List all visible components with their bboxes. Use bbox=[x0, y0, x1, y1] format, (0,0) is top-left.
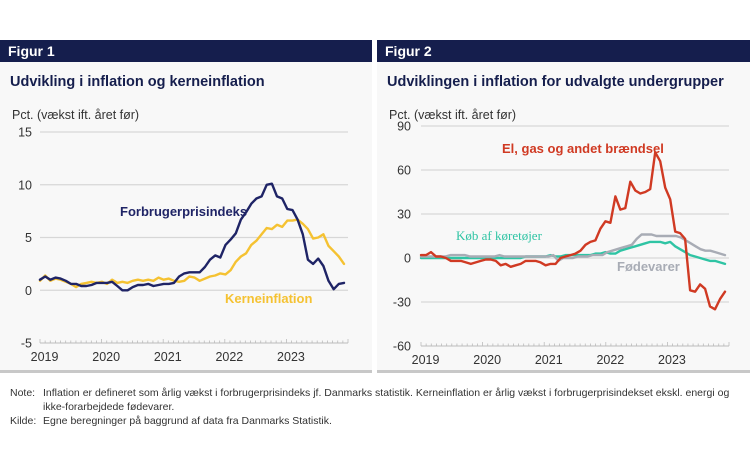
source-label: Kilde: bbox=[10, 415, 37, 427]
series-label-kerneinflation: Kerneinflation bbox=[225, 291, 312, 306]
x-tick-label: 2023 bbox=[658, 353, 686, 367]
series-label-fødevarer: Fødevarer bbox=[617, 259, 680, 274]
x-tick-label: 2021 bbox=[154, 350, 182, 364]
series-line-el-gas-og-andet-brændsel bbox=[419, 151, 727, 311]
x-tick-label: 2023 bbox=[277, 350, 305, 364]
note-row: Note: Inflation er defineret som årlig v… bbox=[10, 386, 750, 414]
y-tick-label: 10 bbox=[18, 178, 32, 192]
y-tick-label: 90 bbox=[397, 120, 411, 134]
x-tick-label: 2020 bbox=[92, 350, 120, 364]
notes-section: Note: Inflation er defineret som årlig v… bbox=[10, 386, 750, 428]
series-line-fødevarer bbox=[419, 233, 727, 263]
figure-2-unit-label: Pct. (vækst ift. året før) bbox=[389, 108, 517, 122]
y-tick-label: -30 bbox=[393, 296, 411, 310]
figure-1-unit-label: Pct. (vækst ift. året før) bbox=[12, 108, 140, 122]
y-tick-label: 30 bbox=[397, 208, 411, 222]
y-tick-label: 15 bbox=[18, 126, 32, 140]
x-tick-label: 2022 bbox=[596, 353, 624, 367]
series-line-forbrugerprisindeks bbox=[38, 182, 346, 292]
series-label-køb-af-køretøjer: Køb af køretøjer bbox=[456, 228, 543, 243]
y-tick-label: 0 bbox=[404, 252, 411, 266]
source-text: Egne beregninger på baggrund af data fra… bbox=[43, 415, 332, 427]
y-tick-label: 0 bbox=[25, 284, 32, 298]
x-tick-label: 2019 bbox=[31, 350, 59, 364]
y-tick-label: 5 bbox=[25, 231, 32, 245]
figure-1-bottom-rule bbox=[0, 370, 372, 373]
figure-1-panel: Figur 1 Udvikling i inflation og kernein… bbox=[0, 40, 372, 373]
note-text: Inflation er defineret som årlig vækst i… bbox=[43, 387, 730, 413]
x-tick-label: 2020 bbox=[473, 353, 501, 367]
y-tick-label: -60 bbox=[393, 340, 411, 354]
figure-2-title: Udviklingen i inflation for udvalgte und… bbox=[387, 74, 724, 90]
figure-2-chart: -60 -30 0 30 60 90 2019 2020 2021 2022 2023 El, gas… bbox=[393, 120, 730, 367]
x-tick-label: 2021 bbox=[535, 353, 563, 367]
y-tick-label: 60 bbox=[397, 164, 411, 178]
note-label: Note: bbox=[10, 387, 36, 399]
figure-2-header: Figur 2 bbox=[377, 40, 750, 62]
x-tick-label: 2019 bbox=[412, 353, 440, 367]
y-tick-label: -5 bbox=[21, 337, 32, 351]
figure-2-panel: Figur 2 Udviklingen i inflation for udva… bbox=[377, 40, 750, 373]
figure-1-title: Udvikling i inflation og kerneinflation bbox=[10, 74, 265, 90]
series-line-kerneinflation bbox=[38, 218, 346, 289]
x-tick-label: 2022 bbox=[215, 350, 243, 364]
source-row: Kilde: Egne beregninger på baggrund af d… bbox=[10, 414, 750, 428]
series-label-forbrugerprisindeks: Forbrugerprisindeks bbox=[120, 204, 247, 219]
series-label-el-gas-og-andet-brændsel: El, gas og andet brændsel bbox=[502, 141, 664, 156]
figure-1-header: Figur 1 bbox=[0, 40, 372, 62]
figure-1-chart: -5 0 5 10 15 2019 2020 2021 2022 2023 Forbrugerpri… bbox=[18, 126, 349, 364]
figure-2-bottom-rule bbox=[377, 370, 750, 373]
